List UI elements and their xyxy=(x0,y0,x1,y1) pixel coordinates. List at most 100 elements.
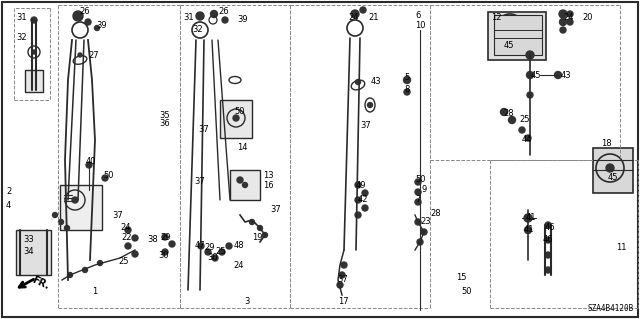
Text: 37: 37 xyxy=(112,211,123,219)
Circle shape xyxy=(403,77,410,84)
Text: 37: 37 xyxy=(194,177,205,187)
Text: 34: 34 xyxy=(23,248,34,256)
Text: 32: 32 xyxy=(16,33,27,41)
Circle shape xyxy=(355,79,360,85)
Text: 37: 37 xyxy=(198,125,209,135)
Text: 37: 37 xyxy=(270,205,281,214)
Circle shape xyxy=(355,197,361,203)
Circle shape xyxy=(415,179,421,185)
Circle shape xyxy=(559,10,567,18)
Text: 22: 22 xyxy=(121,234,131,242)
Text: 44: 44 xyxy=(522,136,532,145)
Bar xyxy=(593,148,633,193)
Circle shape xyxy=(404,89,410,95)
Circle shape xyxy=(415,219,421,225)
Circle shape xyxy=(545,252,551,258)
Text: 43: 43 xyxy=(561,70,572,79)
Text: 39: 39 xyxy=(237,14,248,24)
Circle shape xyxy=(545,267,551,273)
Text: 25: 25 xyxy=(118,257,129,266)
Text: 24: 24 xyxy=(120,224,131,233)
Bar xyxy=(494,15,542,55)
Text: 20: 20 xyxy=(582,13,593,23)
Text: 15: 15 xyxy=(456,273,467,283)
Text: 14: 14 xyxy=(237,144,248,152)
Circle shape xyxy=(559,19,566,26)
Circle shape xyxy=(32,50,36,54)
Text: 8: 8 xyxy=(404,85,410,93)
Circle shape xyxy=(132,251,138,257)
Text: 31: 31 xyxy=(183,12,194,21)
Circle shape xyxy=(367,102,372,108)
Text: 37: 37 xyxy=(337,276,348,285)
Text: 33: 33 xyxy=(23,235,34,244)
Circle shape xyxy=(85,19,91,25)
Circle shape xyxy=(222,17,228,23)
Text: 30: 30 xyxy=(158,251,168,261)
Text: 1: 1 xyxy=(92,287,97,296)
Circle shape xyxy=(125,227,131,233)
Circle shape xyxy=(262,233,268,238)
Circle shape xyxy=(226,243,232,249)
Circle shape xyxy=(205,249,211,255)
Text: 31: 31 xyxy=(16,12,27,21)
Circle shape xyxy=(526,51,534,59)
Text: 46: 46 xyxy=(545,224,556,233)
Circle shape xyxy=(527,71,534,78)
Circle shape xyxy=(524,214,532,222)
Circle shape xyxy=(250,219,255,225)
Text: 26: 26 xyxy=(218,8,228,17)
Text: 21: 21 xyxy=(368,12,378,21)
Circle shape xyxy=(78,53,82,57)
Text: 37: 37 xyxy=(360,121,371,130)
Text: 50: 50 xyxy=(103,170,113,180)
Circle shape xyxy=(545,237,551,243)
Circle shape xyxy=(243,182,248,188)
Text: 47: 47 xyxy=(195,241,205,249)
Text: 24: 24 xyxy=(233,261,243,270)
Circle shape xyxy=(500,108,508,115)
Circle shape xyxy=(567,11,573,17)
Bar xyxy=(488,12,546,60)
Circle shape xyxy=(95,26,99,31)
Text: 43: 43 xyxy=(371,78,381,86)
Circle shape xyxy=(83,268,88,272)
Circle shape xyxy=(237,177,243,183)
Text: 12: 12 xyxy=(491,13,502,23)
Circle shape xyxy=(196,12,204,20)
Text: 24: 24 xyxy=(563,13,573,23)
Circle shape xyxy=(233,115,239,121)
Text: 9: 9 xyxy=(421,186,426,195)
Circle shape xyxy=(86,162,92,168)
Text: SZA4B4120B: SZA4B4120B xyxy=(588,304,634,313)
Text: 6: 6 xyxy=(415,11,420,19)
Text: 17: 17 xyxy=(338,298,349,307)
Bar xyxy=(60,185,102,230)
Text: 7: 7 xyxy=(415,196,420,204)
Text: 29: 29 xyxy=(204,243,214,253)
Text: 24: 24 xyxy=(348,13,358,23)
Text: 30: 30 xyxy=(207,254,218,263)
Circle shape xyxy=(341,262,347,268)
Circle shape xyxy=(125,243,131,249)
Text: 29: 29 xyxy=(160,234,170,242)
Text: 45: 45 xyxy=(504,41,515,49)
Circle shape xyxy=(257,226,262,231)
Text: FR.: FR. xyxy=(30,275,51,291)
Circle shape xyxy=(162,249,168,255)
Text: 49: 49 xyxy=(356,181,367,189)
Text: 35: 35 xyxy=(159,110,170,120)
Text: 38: 38 xyxy=(147,235,157,244)
Text: 39: 39 xyxy=(96,20,107,29)
Circle shape xyxy=(606,164,614,172)
Text: 28: 28 xyxy=(430,209,440,218)
Text: 41: 41 xyxy=(526,213,536,222)
Text: 5: 5 xyxy=(404,73,409,83)
Circle shape xyxy=(362,205,368,211)
Circle shape xyxy=(525,135,531,141)
Text: 32: 32 xyxy=(192,26,203,34)
Text: 11: 11 xyxy=(616,243,627,253)
Text: 18: 18 xyxy=(601,138,612,147)
Circle shape xyxy=(525,226,531,234)
Circle shape xyxy=(212,255,218,261)
